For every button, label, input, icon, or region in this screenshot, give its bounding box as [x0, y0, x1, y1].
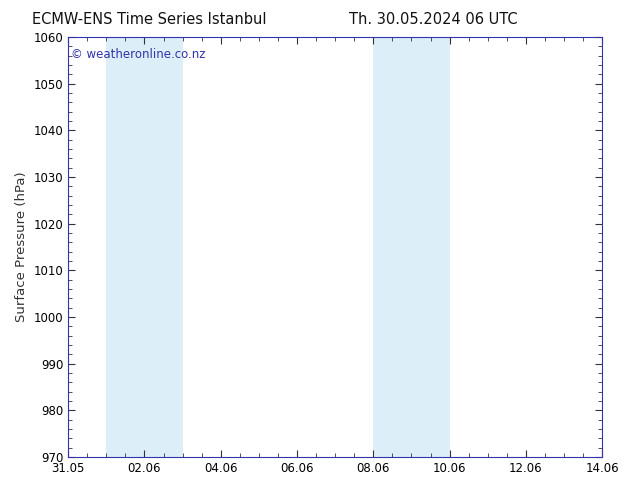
Text: ECMW-ENS Time Series Istanbul: ECMW-ENS Time Series Istanbul: [32, 12, 266, 27]
Y-axis label: Surface Pressure (hPa): Surface Pressure (hPa): [15, 172, 28, 322]
Text: © weatheronline.co.nz: © weatheronline.co.nz: [71, 48, 205, 61]
Bar: [411, 37, 450, 457]
Text: Th. 30.05.2024 06 UTC: Th. 30.05.2024 06 UTC: [349, 12, 517, 27]
Bar: [107, 37, 145, 457]
Bar: [373, 37, 411, 457]
Bar: [145, 37, 183, 457]
